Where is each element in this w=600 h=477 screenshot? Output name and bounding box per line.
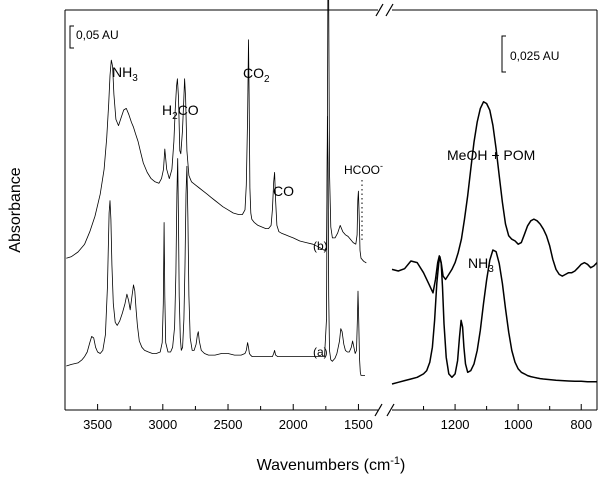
annotation-h2co: H2CO [162, 102, 199, 122]
trace-label-b: (b) [313, 239, 328, 253]
right-axis-tick-label-2: 1000 [504, 417, 533, 432]
left-axis-tick-label-4: 2000 [279, 417, 308, 432]
y-axis-title: Absorbance [7, 167, 24, 252]
left-axis-tick-label-3: 2500 [214, 417, 243, 432]
series-line-4 [391, 249, 597, 385]
x-axis-title: Wavenumbers (cm-1) [257, 455, 406, 474]
left-axis-tick-label-1: 3500 [83, 417, 112, 432]
annotation-co: CO [273, 183, 294, 199]
annotation-meoh-pom: MeOH + POM [447, 147, 535, 163]
axis-break-mark-top-2 [385, 3, 394, 17]
scale-bar-right-label: 0,025 AU [510, 49, 559, 63]
left-axis-tick-label-5: 1500 [344, 417, 373, 432]
series-line-2 [66, 116, 365, 376]
annotation-nh3-left: NH3 [112, 64, 138, 84]
right-axis-tick-label-3: 800 [570, 417, 592, 432]
annotation-hcoo: HCOO- [344, 161, 383, 177]
axis-break-mark-top-1 [375, 3, 384, 17]
right-axis-tick-label-1: 1200 [441, 417, 470, 432]
scale-bar-left: 0,05 AU [69, 25, 119, 49]
series-line-1 [66, 0, 367, 264]
annotation-co2: CO2 [243, 65, 270, 85]
axis-break-mark-bottom-2 [386, 403, 395, 417]
trace-label-a: (a) [313, 345, 328, 359]
x-axis-ticks: 3500 3000 2500 2000 1500 1200 1000 800 [64, 404, 592, 432]
left-axis-tick-label-2: 3000 [148, 417, 177, 432]
series-line-3 [391, 101, 598, 294]
scale-bar-right: 0,025 AU [501, 35, 559, 73]
axis-break-mark-bottom-1 [374, 403, 383, 417]
annotation-nh3-right: NH3 [468, 255, 494, 275]
scale-bar-left-label: 0,05 AU [76, 28, 119, 42]
spectra [66, 0, 598, 385]
